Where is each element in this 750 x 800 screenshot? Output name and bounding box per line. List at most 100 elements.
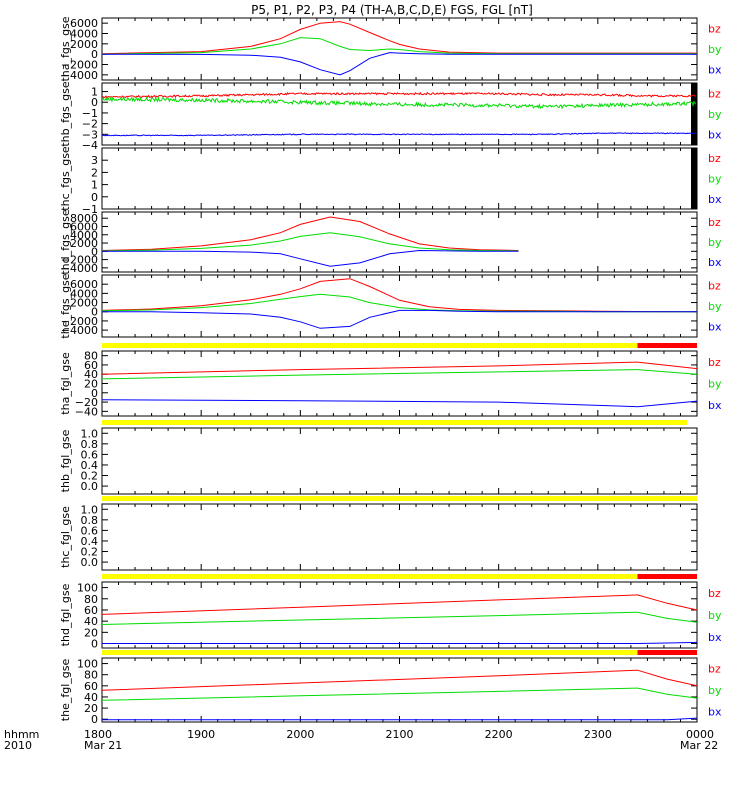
chart-title: P5, P1, P2, P3, P4 (TH-A,B,C,D,E) FGS, F… [251,3,533,17]
y-tick-label: −20 [75,396,98,409]
flag-bar-yellow [102,650,638,655]
panel-thb_fgs_gse: 10−1−2−3−4 thb_fgs_gse bz by bx [59,81,722,152]
y-tick-label: 0 [91,387,98,400]
y-tick-label: 60 [84,680,98,693]
series-bx-line [101,52,697,76]
y-axis-label: tha_fgl_gse [59,352,72,415]
y-tick-label: 40 [84,691,98,704]
y-tick-label: 20 [84,626,98,639]
legend-bz: bz [708,356,721,369]
y-tick-label: −2000 [61,254,98,267]
y-tick-label: −1 [82,203,98,216]
flag-bar-yellow [102,574,638,579]
legend-bx: bx [708,64,722,77]
y-tick-label: 4000 [70,28,98,41]
series-bz-line [101,669,698,691]
series-by-line [101,611,698,625]
y-tick-label: 2000 [70,297,98,310]
legend-by: by [708,300,722,313]
y-tick-label: 2 [91,166,98,179]
series-bz-line [101,91,697,99]
y-axis-label: the_fgs_gse [59,273,72,338]
y-tick-label: 6000 [70,278,98,291]
y-tick-label: 1 [91,179,98,192]
y-tick-label: 40 [84,368,98,381]
series-bz-line [101,21,697,55]
legend-bz: bz [708,279,721,292]
legend-bz: bz [708,216,721,229]
y-axis-label: thc_fgs_gse [59,146,72,211]
flag-bar-red [637,574,697,579]
series-by-line [101,96,697,110]
series-bz-line [101,278,698,313]
series-by-line [101,369,698,380]
time-tick-label: 2200 [485,728,513,741]
y-tick-label: 0 [91,245,98,258]
flag-bar-red [637,343,697,348]
y-axis-label: tha_fgs_gse [59,16,72,81]
legend-bx: bx [708,705,722,718]
legend-by: by [708,378,722,391]
time-tick-label: 2000 [286,728,314,741]
y-tick-label: 4000 [70,229,98,242]
time-tick-label: 2100 [386,728,414,741]
series-bx-line [102,717,698,721]
panel-frame [101,427,698,495]
panel-thc_fgl_gse: 1.00.80.60.40.20.0 thc_fgl_gse [59,496,698,571]
y-tick-label: 100 [77,582,98,595]
legend-by: by [708,173,722,186]
y-tick-label: −2000 [61,59,98,72]
y-tick-label: 1 [91,86,98,99]
panel-frame [101,503,698,571]
y-tick-label: 80 [84,350,98,363]
time-axis-end-date: Mar 22 [680,739,718,752]
y-tick-label: 2000 [70,237,98,250]
series-bz-line [101,216,519,251]
y-axis-label: thb_fgs_gse [59,81,72,147]
legend-by: by [708,108,722,121]
legend-by: by [708,236,722,249]
series-by-line [101,293,697,313]
y-tick-label: 100 [77,658,98,671]
y-axis-label: thd_fgl_gse [59,583,72,646]
y-tick-label: 0.8 [81,514,99,527]
panel-frame [101,211,698,273]
y-tick-label: 2000 [70,38,98,51]
y-tick-label: 1.0 [81,503,99,516]
y-tick-label: 20 [84,702,98,715]
time-tick-label: 2300 [584,728,612,741]
time-axis-corner-label: hhmm [4,728,39,741]
y-tick-label: 0.0 [81,556,99,569]
time-tick-label: 1900 [187,728,215,741]
series-bx-line [101,132,697,137]
y-tick-label: 0.0 [81,480,99,493]
y-tick-label: 40 [84,615,98,628]
legend-bx: bx [708,399,722,412]
data-gap-bar [691,83,697,145]
flag-bar-yellow [102,343,638,348]
legend-bx: bx [708,631,722,644]
series-by-line [101,687,698,701]
y-tick-label: 0 [91,713,98,726]
y-axis-label: thc_fgl_gse [59,506,72,568]
flag-bar-yellow [102,496,697,501]
legend-bz: bz [708,152,721,165]
panel-frame [101,350,698,417]
time-axis: hhmm 2010 Mar 21 Mar 22 1800 1900 2000 2100… [4,728,718,752]
legend-bx: bx [708,129,722,142]
series-bx-line [101,399,698,408]
flag-bar-yellow [102,420,688,425]
y-tick-label: −40 [75,405,98,418]
y-tick-label: 0 [91,638,98,651]
y-tick-label: 6000 [70,220,98,233]
legend-bz: bz [708,587,721,600]
legend-by: by [708,43,722,56]
flag-bar-red [637,650,697,655]
legend-bx: bx [708,256,722,269]
